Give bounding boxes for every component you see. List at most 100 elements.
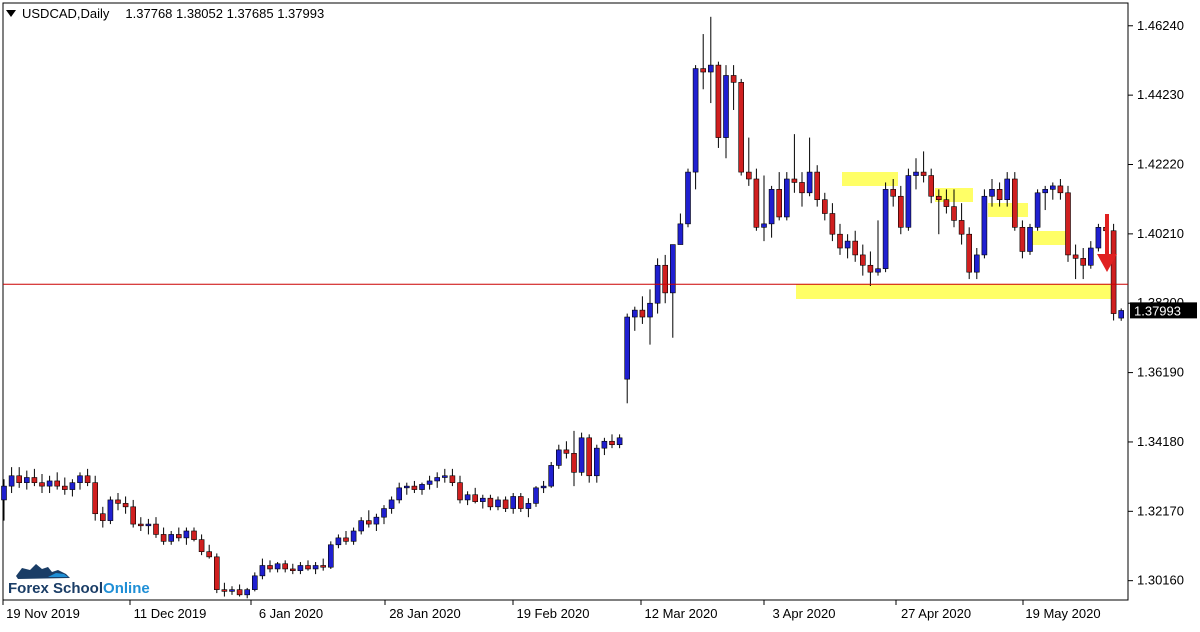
- candle: [685, 168, 691, 228]
- candle: [107, 496, 114, 525]
- candle-body: [1118, 310, 1124, 319]
- candle: [396, 482, 403, 504]
- candle-body: [586, 437, 593, 477]
- candle-body: [259, 565, 266, 577]
- logo-word-1: Forex School: [8, 580, 104, 597]
- candle: [252, 572, 258, 592]
- candle-body: [624, 316, 631, 380]
- candle-body: [647, 302, 653, 318]
- candle: [122, 496, 129, 514]
- candle-body: [100, 513, 106, 521]
- candle-body: [1027, 227, 1033, 252]
- candle-body: [1088, 247, 1094, 266]
- candle: [1011, 172, 1018, 231]
- candle: [191, 527, 197, 542]
- candle: [138, 517, 144, 531]
- candle-body: [69, 482, 76, 490]
- candle: [761, 175, 767, 242]
- candle-body: [540, 485, 547, 489]
- candle-body: [669, 244, 676, 294]
- candle: [403, 482, 410, 495]
- candle-body: [616, 437, 623, 446]
- candle-body: [426, 480, 433, 485]
- candle: [647, 289, 653, 345]
- candle-body: [138, 523, 144, 527]
- candle: [776, 172, 783, 221]
- candle-body: [229, 589, 235, 592]
- ohlc-values: 1.37768 1.38052 1.37685 1.37993: [125, 6, 325, 21]
- candle: [343, 530, 349, 545]
- candle-body: [1019, 227, 1026, 252]
- candle: [707, 16, 714, 104]
- candle: [859, 244, 866, 276]
- candle-body: [327, 544, 334, 568]
- candle: [441, 468, 448, 483]
- candle: [563, 441, 570, 459]
- candle: [533, 486, 539, 507]
- candle: [571, 430, 577, 487]
- candle: [100, 506, 106, 528]
- y-tick-label: 1.44230: [1137, 87, 1184, 102]
- candle: [730, 65, 737, 110]
- candle-body: [989, 189, 995, 197]
- x-tick-label: 3 Apr 2020: [773, 606, 836, 621]
- candle: [966, 227, 973, 280]
- candle-body: [890, 189, 897, 197]
- candle-body: [1050, 185, 1056, 190]
- candle-body: [814, 171, 821, 200]
- candle: [555, 444, 562, 469]
- candle: [229, 586, 235, 595]
- candle: [153, 517, 159, 538]
- candle-body: [631, 309, 638, 318]
- candle-body: [829, 213, 836, 235]
- candle-body: [39, 482, 45, 487]
- candle: [61, 477, 68, 495]
- candle-body: [1057, 185, 1064, 194]
- candle: [487, 494, 494, 511]
- candle: [31, 468, 38, 487]
- candle-body: [84, 475, 91, 483]
- candle-body: [77, 475, 83, 483]
- candle: [46, 475, 53, 494]
- candle: [198, 534, 205, 556]
- candle-body: [198, 539, 205, 552]
- candle-body: [692, 68, 699, 173]
- dropdown-triangle-icon[interactable]: [6, 10, 16, 17]
- candle-body: [738, 82, 745, 173]
- candle: [1004, 172, 1011, 207]
- candle: [639, 296, 646, 324]
- candle-body: [54, 480, 61, 487]
- candle: [935, 189, 942, 235]
- candle: [829, 203, 836, 242]
- candle: [669, 244, 676, 338]
- candle-body: [145, 523, 152, 527]
- candle: [821, 192, 828, 221]
- candle: [1080, 248, 1086, 280]
- candle-body: [745, 171, 752, 180]
- x-tick-label: 19 Nov 2019: [6, 606, 80, 621]
- x-tick-label: 6 Jan 2020: [259, 606, 323, 621]
- swing-high-highlight: [1032, 231, 1069, 245]
- candle-body: [297, 565, 304, 571]
- candle-body: [844, 240, 851, 249]
- candle-body: [23, 477, 30, 483]
- candle: [206, 544, 212, 559]
- candle: [631, 306, 638, 331]
- candle: [1118, 308, 1124, 321]
- candle-body: [1095, 227, 1102, 249]
- candle-body: [221, 589, 228, 592]
- candle-body: [859, 254, 866, 266]
- candle-body: [966, 233, 973, 273]
- candle-body: [555, 449, 562, 466]
- candle-body: [502, 499, 509, 509]
- candle-body: [305, 565, 311, 570]
- candle: [145, 518, 152, 535]
- candle-body: [867, 264, 874, 273]
- candle-body: [419, 484, 425, 490]
- candle: [806, 137, 813, 197]
- candle-body: [981, 195, 988, 256]
- candle-body: [837, 233, 843, 249]
- candle-body: [122, 503, 129, 508]
- candle: [8, 467, 15, 494]
- candle: [472, 487, 479, 504]
